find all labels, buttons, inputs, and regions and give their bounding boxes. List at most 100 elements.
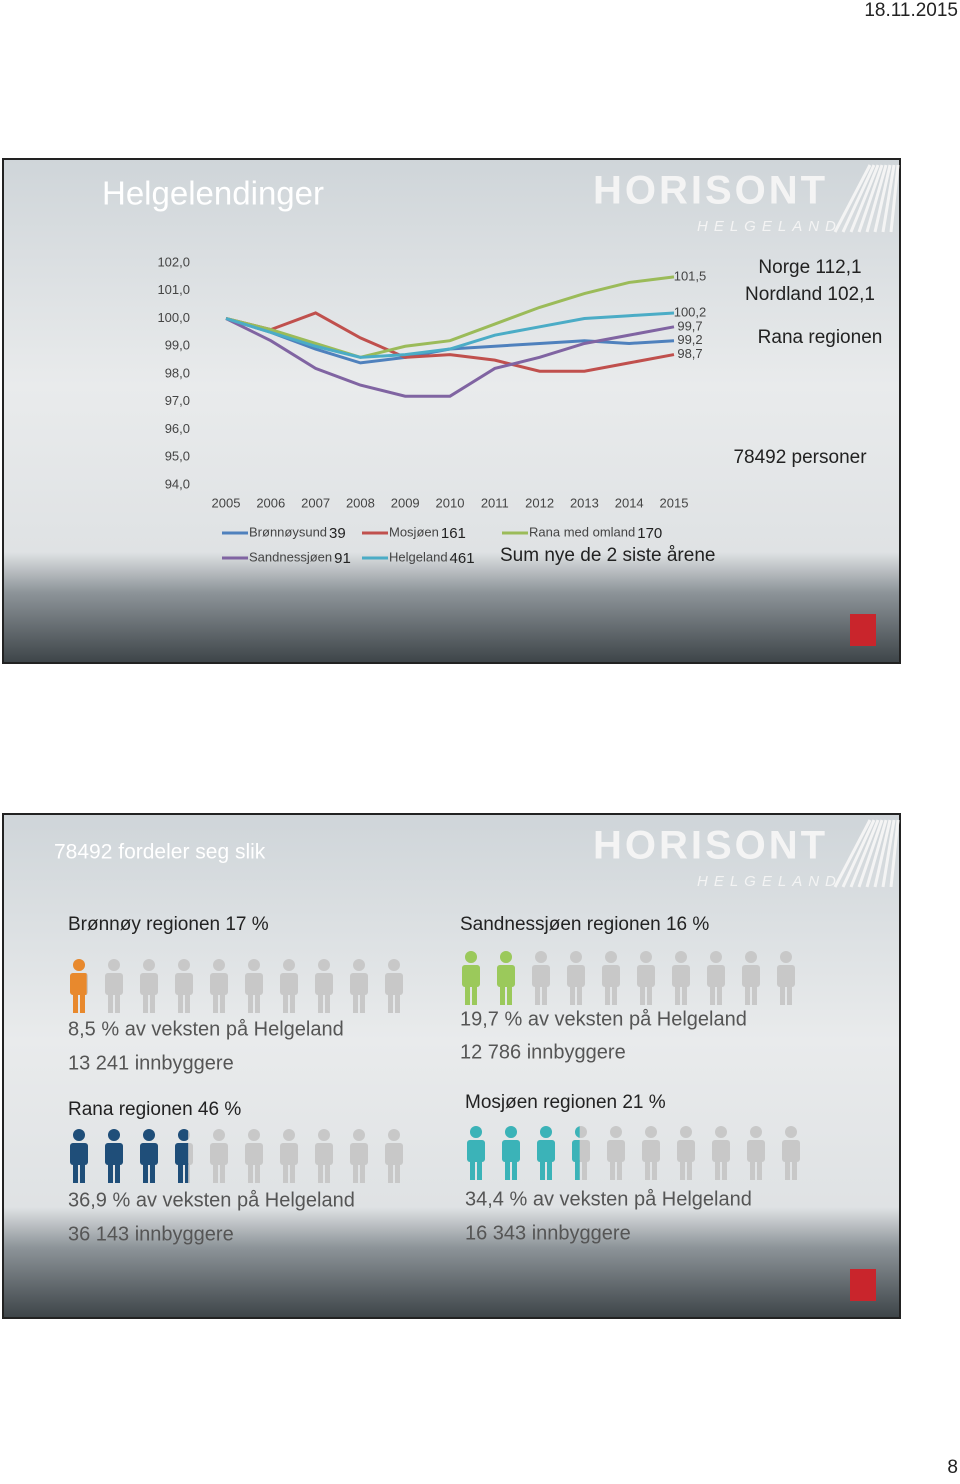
icon-leg: [388, 1163, 393, 1183]
icon-head: [785, 1126, 797, 1138]
icon-leg: [80, 1163, 85, 1183]
icon-head: [710, 951, 722, 963]
icon-leg: [178, 1163, 183, 1183]
icon-leg: [715, 1160, 720, 1180]
date: 18.11.2015: [864, 0, 958, 21]
people-icons-filled: [462, 951, 515, 1005]
icon-head: [500, 951, 512, 963]
logo-stripe: [865, 819, 888, 888]
logo: HORISONT: [593, 824, 828, 868]
icon-body: [602, 965, 620, 987]
icon-head: [715, 1126, 727, 1138]
icon-head: [73, 1129, 85, 1141]
sum-label: Sum nye de 2 siste årene: [500, 545, 715, 566]
icon-leg: [283, 1163, 288, 1183]
icon-leg: [73, 993, 78, 1013]
icon-leg: [73, 1163, 78, 1183]
y-tick-label: 101,0: [157, 282, 190, 297]
icon-leg: [395, 993, 400, 1013]
logo-sub: HELGELAND: [697, 218, 842, 235]
icon-leg: [542, 985, 547, 1005]
icon-leg: [318, 993, 323, 1013]
logo-stripe: [841, 819, 876, 888]
slide-title: Helgelendinger: [102, 175, 324, 212]
icon-leg: [575, 1160, 580, 1180]
logo-stripe: [833, 819, 872, 888]
logo-stripe: [849, 819, 880, 888]
icon-leg: [108, 1163, 113, 1183]
icon-body: [747, 1140, 765, 1162]
icon-leg: [757, 1160, 762, 1180]
x-tick-label: 2008: [346, 495, 375, 510]
icon-leg: [617, 1160, 622, 1180]
icon-head: [505, 1126, 517, 1138]
icon-leg: [248, 993, 253, 1013]
y-tick-label: 102,0: [157, 254, 190, 269]
y-tick-label: 95,0: [165, 449, 190, 464]
icon-body: [70, 973, 87, 995]
icon-leg: [395, 1163, 400, 1183]
value-label: 101,5: [674, 268, 707, 283]
icon-leg: [388, 993, 393, 1013]
icon-body: [70, 1143, 88, 1165]
icon-leg: [682, 985, 687, 1005]
icon-leg: [213, 1163, 218, 1183]
share-label: 19,7 % av veksten på Helgeland: [460, 1008, 747, 1030]
icon-body: [350, 1143, 368, 1165]
icon-head: [318, 1129, 330, 1141]
icon-leg: [472, 985, 477, 1005]
icon-head: [248, 1129, 260, 1141]
legend-value: 461: [450, 550, 475, 567]
y-tick-label: 99,0: [165, 338, 190, 353]
icon-leg: [325, 993, 330, 1013]
icon-leg: [680, 1160, 685, 1180]
icon-leg: [610, 1160, 615, 1180]
icon-leg: [477, 1160, 482, 1180]
y-tick-label: 96,0: [165, 421, 190, 436]
x-tick-label: 2011: [481, 495, 509, 510]
x-tick-label: 2014: [615, 495, 644, 510]
icon-body: [672, 965, 690, 987]
x-tick-label: 2005: [212, 495, 241, 510]
icon-leg: [185, 1163, 189, 1183]
logo-stripe: [873, 164, 892, 233]
x-tick-label: 2007: [301, 495, 330, 510]
legend-value: 170: [637, 525, 662, 542]
icon-body: [105, 1143, 123, 1165]
icon-head: [570, 951, 582, 963]
icon-head: [470, 1126, 482, 1138]
icon-leg: [220, 993, 225, 1013]
icon-leg: [745, 985, 750, 1005]
icon-body: [642, 1140, 660, 1162]
y-tick-label: 100,0: [157, 310, 190, 325]
icon-body: [567, 965, 585, 987]
icon-head: [178, 959, 190, 971]
icon-leg: [353, 993, 358, 1013]
icon-head: [108, 1129, 120, 1141]
icon-body: [245, 1143, 263, 1165]
icon-head: [745, 951, 757, 963]
icon-head: [143, 1129, 155, 1141]
icon-leg: [80, 993, 85, 1013]
icon-body: [140, 973, 158, 995]
icon-body: [105, 973, 123, 995]
icon-head: [283, 959, 295, 971]
icon-body: [497, 965, 515, 987]
bank-logo: [850, 1269, 876, 1301]
icon-body: [210, 1143, 228, 1165]
icon-body: [532, 965, 550, 987]
icon-head: [540, 1126, 552, 1138]
icon-leg: [290, 1163, 295, 1183]
icon-head: [388, 1129, 400, 1141]
icon-leg: [710, 985, 715, 1005]
logo-stripe: [889, 819, 900, 888]
note: 78492 personer: [733, 447, 867, 468]
icon-head: [575, 1126, 580, 1138]
icon-head: [645, 1126, 657, 1138]
logo-stripe: [857, 819, 884, 888]
icon-leg: [115, 1163, 120, 1183]
note: Norge 112,1: [758, 257, 861, 278]
icon-leg: [570, 985, 575, 1005]
inhabitants: 36 143 innbyggere: [68, 1223, 234, 1245]
